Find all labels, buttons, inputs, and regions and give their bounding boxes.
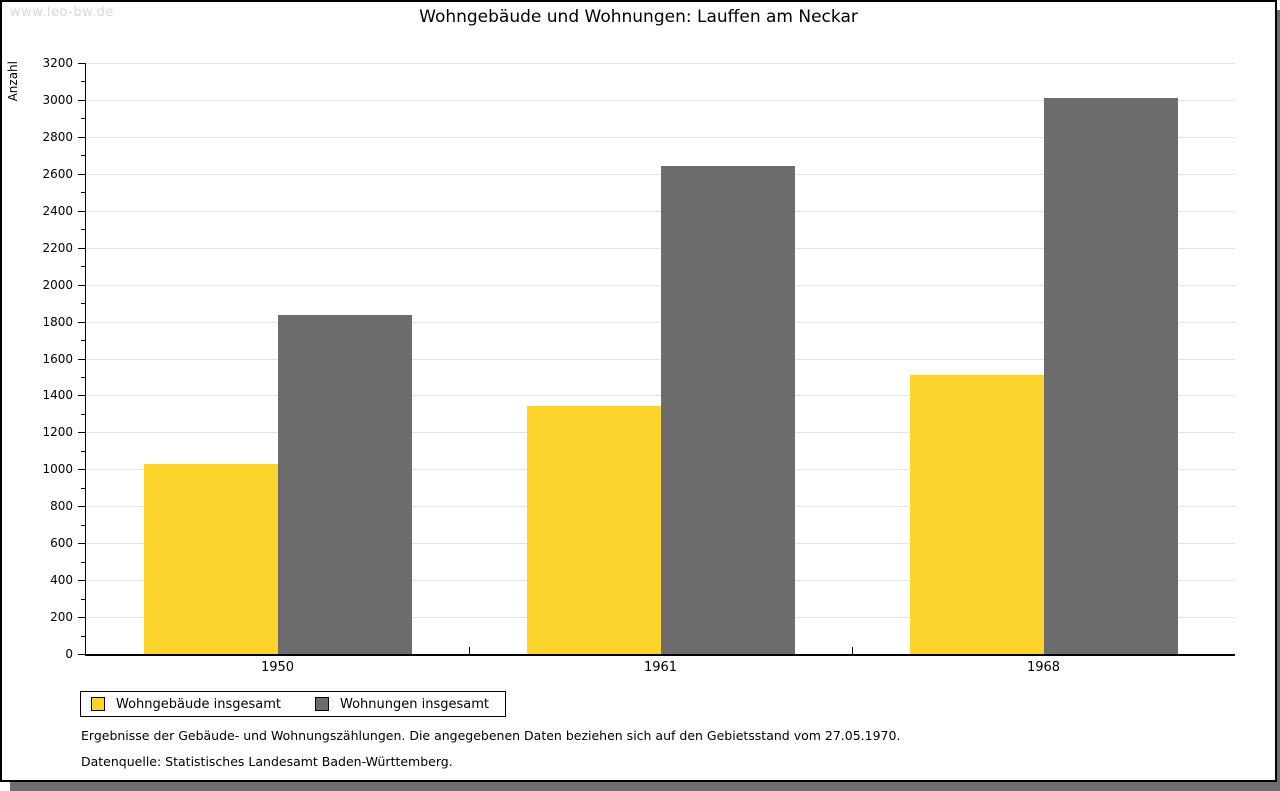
y-axis-tick-1600: [78, 358, 85, 360]
x-axis-label-1950: 1950: [260, 660, 295, 675]
y-axis-tick-label-1400: 1400: [42, 388, 73, 403]
y-axis-minor-tick-2900: [81, 118, 85, 120]
y-axis-tick-2200: [78, 247, 85, 249]
footnote-data-source: Datenquelle: Statistisches Landesamt Bad…: [81, 754, 453, 769]
legend-swatch-wohnungen: [315, 697, 329, 711]
plot-area: 0 200 400 600 800 1000 1200 1400 1600 1800 2000 220…: [42, 56, 1235, 675]
y-axis-minor-tick-2500: [81, 192, 85, 194]
y-axis-tick-3200: [78, 63, 85, 64]
y-axis-minor-tick-2700: [81, 155, 85, 157]
y-axis-tick-0: [78, 654, 85, 655]
y-axis-tick-1000: [78, 469, 85, 471]
legend: Wohngebäude insgesamt Wohnungen insgesamt: [80, 691, 506, 717]
y-axis-minor-tick-1900: [81, 303, 85, 305]
y-axis-minor-tick-3100: [81, 81, 85, 83]
y-axis-tick-label-1600: 1600: [42, 351, 73, 366]
y-axis-tick-label-800: 800: [50, 499, 73, 514]
y-axis-tick-1200: [78, 432, 85, 434]
y-axis-minor-tick-1300: [81, 413, 85, 415]
y-axis-tick-label-2400: 2400: [42, 203, 73, 218]
legend-label-wohngebaeude: Wohngebäude insgesamt: [116, 696, 281, 712]
y-axis-tick-1800: [78, 321, 85, 323]
y-axis-tick-2000: [78, 284, 85, 286]
y-axis-tick-label-0: 0: [65, 647, 73, 661]
y-axis-tick-label-1800: 1800: [42, 314, 73, 329]
gridline-3200: [86, 63, 1235, 64]
y-axis-tick-label-3000: 3000: [42, 92, 73, 107]
y-axis-title: Anzahl: [6, 61, 20, 102]
footnote-source-note: Ergebnisse der Gebäude- und Wohnungszähl…: [81, 728, 901, 743]
legend-item-wohngebaeude: Wohngebäude insgesamt: [91, 697, 281, 712]
y-axis-tick-2600: [78, 173, 85, 175]
y-axis-tick-label-2000: 2000: [42, 277, 73, 292]
watermark-text: www.leo-bw.de: [10, 5, 114, 20]
y-axis-tick-label-2600: 2600: [42, 166, 73, 181]
y-axis-minor-tick-500: [81, 561, 85, 563]
bar-wohnungen-1961: [660, 165, 795, 654]
y-axis-minor-tick-300: [81, 598, 85, 600]
y-axis-minor-tick-1700: [81, 340, 85, 342]
y-axis-tick-label-3200: 3200: [42, 56, 73, 70]
legend-swatch-wohngebaeude: [91, 697, 105, 711]
y-axis-minor-tick-100: [81, 635, 85, 637]
chart-title: Wohngebäude und Wohnungen: Lauffen am Ne…: [419, 7, 858, 27]
y-axis-minor-tick-900: [81, 487, 85, 489]
bar-wohnungen-1950: [277, 315, 412, 654]
gridline-3000: [86, 99, 1235, 101]
legend-item-wohnungen: Wohnungen insgesamt: [315, 697, 489, 712]
y-axis-tick-1400: [78, 395, 85, 397]
y-axis-tick-label-200: 200: [50, 610, 73, 625]
y-axis-tick-label-600: 600: [50, 536, 73, 551]
x-axis-label-1961: 1961: [643, 660, 678, 675]
bar-wohngebaeude-1961: [526, 405, 661, 654]
y-axis-minor-tick-700: [81, 524, 85, 526]
y-axis-tick-label-2800: 2800: [42, 129, 73, 144]
y-axis-minor-tick-2100: [81, 266, 85, 268]
y-axis-minor-tick-2300: [81, 229, 85, 231]
x-axis-boundary-tick-1: [469, 647, 470, 654]
y-axis-tick-label-400: 400: [50, 573, 73, 588]
y-axis-tick-800: [78, 506, 85, 508]
x-axis-label-1968: 1968: [1026, 660, 1061, 675]
y-axis-tick-200: [78, 617, 85, 619]
bar-wohngebaeude-1950: [143, 463, 278, 654]
y-axis-tick-3000: [78, 99, 85, 101]
y-axis-tick-label-2200: 2200: [42, 240, 73, 255]
x-axis-boundary-tick-2: [852, 647, 853, 654]
y-axis-tick-label-1200: 1200: [42, 425, 73, 440]
y-axis-tick-600: [78, 543, 85, 545]
y-axis-minor-tick-1500: [81, 376, 85, 378]
legend-label-wohnungen: Wohnungen insgesamt: [340, 696, 489, 712]
bar-wohnungen-1968: [1043, 98, 1178, 654]
y-axis-tick-2400: [78, 210, 85, 212]
y-axis-tick-label-1000: 1000: [42, 462, 73, 477]
bar-wohngebaeude-1968: [909, 375, 1044, 654]
gridline-2800: [86, 136, 1235, 138]
y-axis-minor-tick-1100: [81, 450, 85, 452]
y-axis-tick-400: [78, 580, 85, 582]
y-axis-tick-2800: [78, 136, 85, 138]
